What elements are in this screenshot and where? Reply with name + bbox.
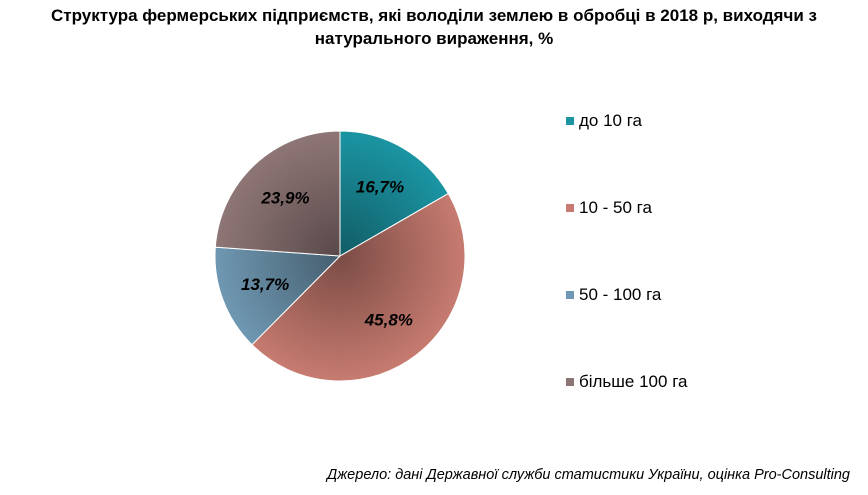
data-label-2: 45,8% [364,310,413,329]
data-label-1: 16,7% [356,178,404,197]
legend-item-3: 50 - 100 га [566,285,661,305]
legend-label: більше 100 га [579,372,688,391]
legend-label: 10 - 50 га [579,198,652,217]
legend-item-1: до 10 га [566,111,642,131]
legend-label: до 10 га [579,111,643,130]
chart-title: Структура фермерських підприємств, які в… [51,6,817,48]
legend-swatch [566,117,574,125]
source-note: Джерело: дані Державної служби статистик… [327,467,850,483]
pie-slice-1 [339,130,450,257]
pie-slice-4 [214,130,341,257]
pie-slice-3 [214,246,342,346]
legend-item-2: 10 - 50 га [566,198,652,218]
pie-slice-2 [251,192,466,382]
data-label-4: 23,9% [260,189,309,208]
legend-swatch [566,204,574,212]
legend-swatch [566,291,574,299]
legend-label: 50 - 100 га [579,285,662,304]
legend-item-4: більше 100 га [566,372,687,392]
data-label-3: 13,7% [241,275,289,294]
legend-swatch [566,378,574,386]
